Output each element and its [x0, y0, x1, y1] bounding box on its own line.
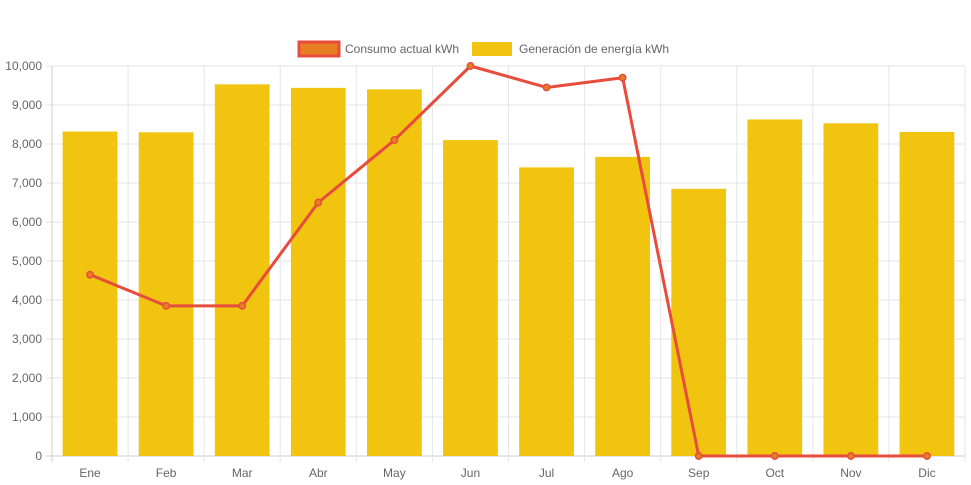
axes: 0 1,000 2,000 3,000 4,000 5,000 6,000 7,000 8,00… — [5, 59, 935, 480]
y-tick-label: 4,000 — [12, 293, 42, 307]
bar[interactable] — [366, 89, 422, 457]
x-tick-label: Sep — [688, 466, 710, 480]
bar[interactable] — [519, 167, 574, 456]
grid — [46, 65, 966, 462]
line-point[interactable] — [923, 452, 931, 460]
line-series — [86, 62, 931, 460]
y-tick-label: 10,000 — [5, 59, 42, 73]
line-point[interactable] — [694, 452, 703, 460]
x-tick-label: Oct — [765, 466, 784, 480]
bar[interactable] — [747, 119, 803, 457]
bar[interactable] — [138, 132, 194, 457]
bar[interactable] — [443, 140, 498, 456]
bar[interactable] — [290, 87, 346, 456]
legend-swatch-consumo[interactable] — [297, 40, 341, 58]
x-tick-label: Jul — [539, 466, 554, 480]
legend[interactable]: Consumo actual kWh Generación de energía… — [297, 40, 669, 58]
y-tick-label: 8,000 — [12, 137, 42, 151]
legend-label-consumo[interactable]: Consumo actual kWh — [345, 42, 459, 56]
bar[interactable] — [62, 131, 118, 456]
y-tick-label: 2,000 — [12, 371, 42, 385]
line-point[interactable] — [86, 270, 94, 279]
y-tick-label: 3,000 — [12, 332, 42, 346]
bar[interactable] — [823, 123, 879, 456]
line-point[interactable] — [846, 452, 855, 460]
x-tick-label: Ene — [79, 466, 101, 480]
bar[interactable] — [671, 188, 727, 456]
line-point[interactable] — [238, 301, 247, 310]
bar[interactable] — [214, 84, 270, 456]
x-tick-label: May — [383, 466, 406, 480]
x-tick-label: Ago — [612, 466, 634, 480]
legend-label-generacion[interactable]: Generación de energía kWh — [519, 42, 669, 56]
y-tick-label: 7,000 — [12, 176, 42, 190]
x-tick-label: Abr — [309, 466, 328, 480]
line-point[interactable] — [618, 73, 627, 82]
bars — [62, 84, 955, 457]
y-tick-label: 1,000 — [12, 410, 42, 424]
line-point[interactable] — [314, 198, 323, 207]
x-tick-label: Feb — [156, 466, 177, 480]
x-tick-label: Mar — [232, 466, 253, 480]
x-tick-label: Nov — [840, 466, 861, 480]
line-point[interactable] — [162, 301, 171, 310]
bar[interactable] — [595, 156, 651, 456]
y-tick-label: 5,000 — [12, 254, 42, 268]
x-tick-label: Dic — [918, 466, 935, 480]
legend-swatch-generacion[interactable] — [472, 42, 512, 56]
bar[interactable] — [899, 131, 955, 456]
line-point[interactable] — [390, 136, 399, 145]
y-tick-label: 0 — [35, 449, 42, 463]
line-point[interactable] — [542, 83, 551, 92]
line-point[interactable] — [466, 62, 475, 70]
line-point[interactable] — [770, 452, 779, 460]
x-tick-label: Jun — [461, 466, 480, 480]
y-tick-label: 6,000 — [12, 215, 42, 229]
y-tick-label: 9,000 — [12, 98, 42, 112]
line-series-path — [89, 64, 927, 458]
